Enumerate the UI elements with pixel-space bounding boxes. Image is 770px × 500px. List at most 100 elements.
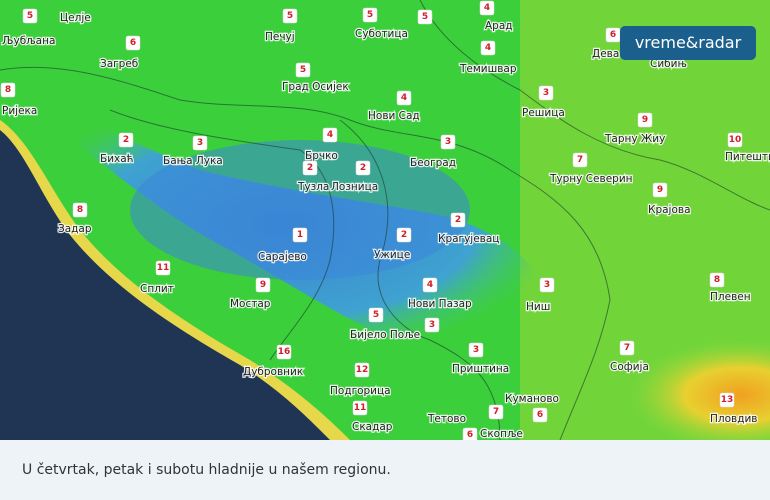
temperature: 8 [5, 85, 11, 95]
city-name: Загреб [100, 58, 138, 70]
temp-box [539, 277, 555, 293]
city: Сплит 11 [139, 260, 175, 296]
temp-box [719, 392, 735, 408]
temperature: 8 [77, 205, 83, 215]
city: Печуј 5 [264, 8, 298, 44]
temp-box [468, 342, 484, 358]
temp-box [479, 0, 495, 16]
city-name: Тетово [427, 413, 466, 425]
city: Ужице 2 [373, 227, 412, 262]
city-name: Решица [522, 107, 565, 119]
city-name: Целје [60, 12, 91, 24]
city: Крагујевац 2 [437, 212, 501, 246]
city: Подгорица 12 [329, 362, 392, 398]
temperature: 6 [537, 410, 543, 420]
temperature: 4 [485, 43, 491, 53]
temp-box [322, 127, 338, 143]
city: Лозница 2 [330, 160, 379, 194]
city: Ниш 3 [525, 277, 555, 314]
city: 3 [424, 317, 440, 333]
city: Загреб 6 [99, 35, 141, 71]
temperature: 4 [427, 280, 433, 290]
temperature: 12 [356, 365, 369, 375]
city-name: Ужице [374, 249, 410, 261]
temperature: 1 [297, 230, 303, 240]
city-name: Арад [485, 20, 513, 32]
temperature: 11 [157, 263, 170, 273]
temp-box [362, 7, 378, 23]
city: Сибињ [649, 57, 688, 72]
city: Суботица 5 [354, 7, 409, 41]
city-name: Нови Сад [368, 110, 420, 122]
temperature: 3 [543, 88, 549, 98]
city: Тузла 2 [296, 160, 331, 194]
temperature: 13 [721, 395, 734, 405]
temp-box [255, 277, 271, 293]
city-name: Темишвар [459, 63, 517, 75]
temperature: 6 [130, 38, 136, 48]
city: Бијело Поље 5 [349, 307, 421, 342]
city-name: Тузла [297, 181, 329, 193]
temperature: 4 [484, 3, 490, 13]
city-name: Ријека [2, 105, 37, 117]
logo: vreme&radar [620, 26, 756, 60]
city-name: Подгорица [330, 385, 391, 397]
temperature: 5 [300, 65, 306, 75]
temperature: 8 [714, 275, 720, 285]
city: Крајова 9 [647, 182, 692, 217]
city-name: Куманово [505, 393, 559, 405]
city: Пловдив 13 [709, 392, 759, 426]
city: Брчко 4 [304, 127, 339, 163]
temperature: 11 [354, 403, 367, 413]
city-name: Брчко [305, 150, 338, 162]
city: Ријека 8 [0, 82, 39, 118]
city-name: Питешти [725, 151, 770, 163]
city-name: Крајова [648, 204, 691, 216]
city: Плевен 8 [709, 272, 752, 304]
logo-text: vreme&radar [635, 33, 742, 52]
temperature: 5 [422, 12, 428, 22]
cold-core [130, 140, 470, 280]
caption-bar: U četvrtak, petak i subotu hladnije u na… [0, 440, 770, 500]
temperature: 3 [197, 138, 203, 148]
temp-box [619, 340, 635, 356]
temp-box [396, 90, 412, 106]
temp-box [422, 277, 438, 293]
weather-map: Целје 5 Љубљана Загреб 6 Печуј 5 Суботица 5 5 Арад… [0, 0, 770, 440]
city: Решица 3 [521, 85, 566, 120]
city: Скадар 11 [351, 400, 394, 434]
temp-box [295, 62, 311, 78]
temp-box [450, 212, 466, 228]
city-name: Љубљана [2, 35, 55, 47]
temp-box [652, 182, 668, 198]
temp-box [572, 152, 588, 168]
temperature: 7 [624, 343, 630, 353]
temp-box [276, 344, 292, 360]
city-name: Суботица [355, 28, 408, 40]
temperature: 6 [610, 30, 616, 40]
temperature: 2 [307, 163, 313, 173]
temp-box [0, 82, 16, 98]
city: Питешти 10 [724, 132, 770, 164]
temperature: 4 [327, 130, 333, 140]
temp-box [637, 112, 653, 128]
city-name: Печуј [265, 31, 295, 43]
city-name: Дубровник [243, 366, 303, 378]
city: Тарну Жиу 9 [603, 112, 667, 146]
temp-box [488, 404, 504, 420]
temp-box [417, 9, 433, 25]
temperature: 3 [544, 280, 550, 290]
city: Мостар 9 [229, 277, 272, 311]
temperature: 9 [260, 280, 266, 290]
city-name: Бихаћ [100, 153, 134, 165]
temp-box [709, 272, 725, 288]
city-name: Софија [610, 361, 649, 373]
city-name: Крагујевац [438, 233, 499, 245]
temperature: 10 [729, 135, 742, 145]
city: Београд 3 [409, 134, 457, 170]
temp-box [302, 160, 318, 176]
city: Приштина 3 [451, 342, 510, 376]
temp-box [282, 8, 298, 24]
temperature: 5 [367, 10, 373, 20]
